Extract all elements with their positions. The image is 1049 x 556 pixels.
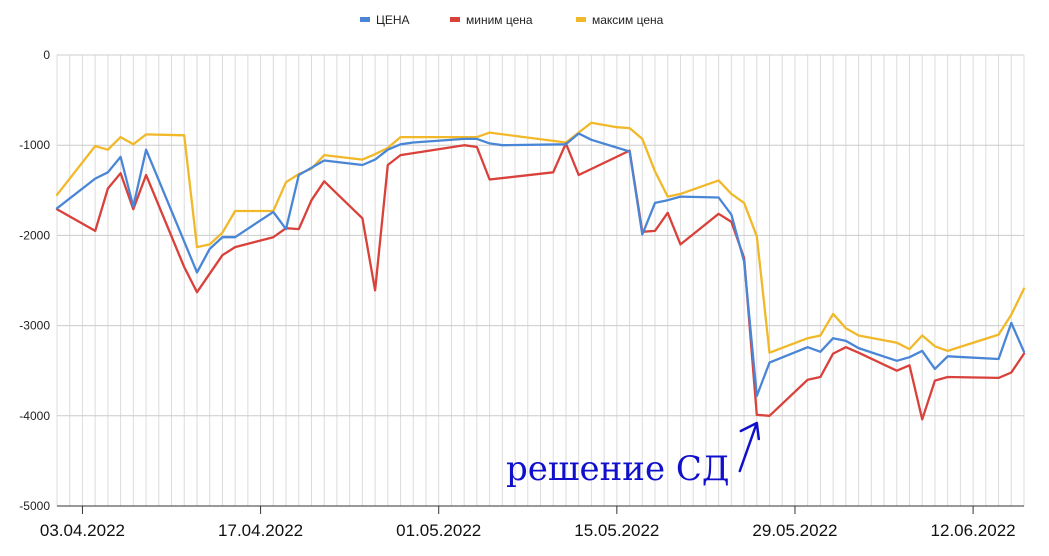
chart-legend: ЦЕНА миним цена максим цена <box>360 13 664 27</box>
annotation-arrow <box>738 421 761 473</box>
x-tick-label: 01.05.2022 <box>396 521 481 540</box>
x-tick-label: 15.05.2022 <box>574 521 659 540</box>
legend-label: миним цена <box>466 13 533 27</box>
x-tick-label: 29.05.2022 <box>752 521 837 540</box>
x-tick-label: 12.06.2022 <box>931 521 1016 540</box>
y-tick-label: -1000 <box>19 138 50 152</box>
y-tick-label: 0 <box>43 48 50 62</box>
legend-label: ЦЕНА <box>376 13 410 27</box>
legend-swatch <box>576 17 586 22</box>
annotation-text: решение СД <box>506 449 730 489</box>
data-series <box>55 121 1026 421</box>
annotation-group: решение СД <box>506 421 761 489</box>
x-axis-tick-labels: 03.04.2022 17.04.2022 01.05.2022 15.05.2022… <box>40 506 1016 540</box>
x-tick-label: 17.04.2022 <box>218 521 303 540</box>
y-tick-label: -2000 <box>19 228 50 242</box>
y-tick-label: -3000 <box>19 319 50 333</box>
legend-swatch <box>360 17 370 22</box>
legend-swatch <box>450 17 460 22</box>
y-tick-label: -4000 <box>19 409 50 423</box>
series-line-2 <box>55 142 1026 421</box>
series-line-3 <box>55 121 1026 354</box>
vertical-gridlines <box>56 55 1025 506</box>
y-axis-tick-labels: 0 -1000 -2000 -3000 -4000 -5000 <box>19 48 50 513</box>
x-tick-label: 03.04.2022 <box>40 521 125 540</box>
legend-label: максим цена <box>592 13 664 27</box>
series-line-1 <box>55 132 1026 398</box>
y-tick-label: -5000 <box>19 499 50 513</box>
